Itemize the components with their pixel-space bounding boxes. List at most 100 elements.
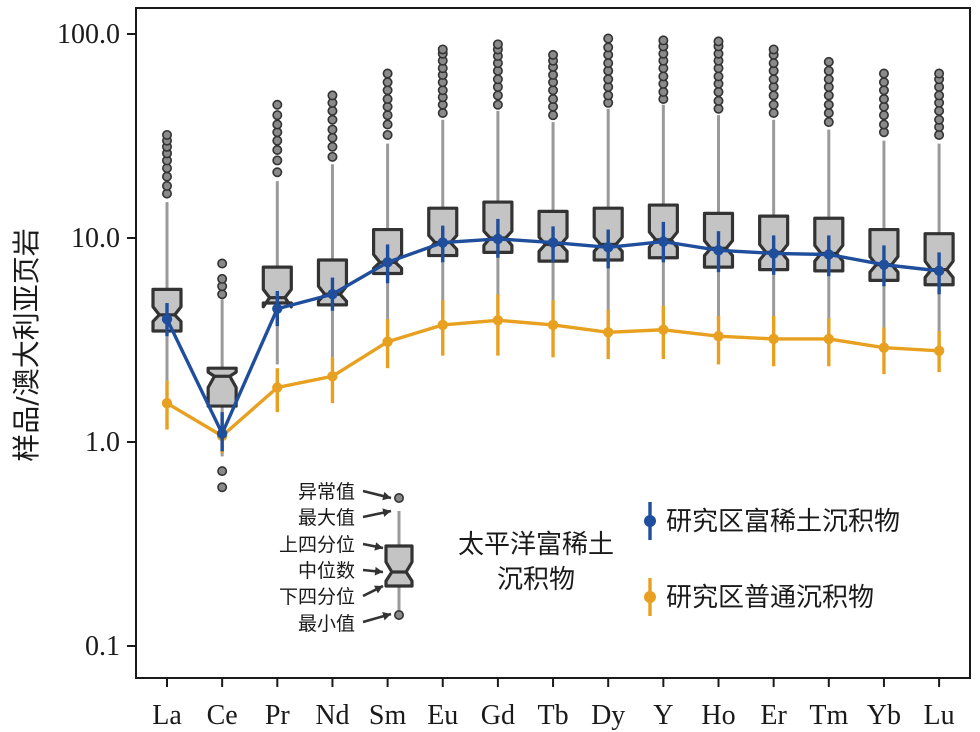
series-normal <box>161 294 945 454</box>
y-tick-label: 1.0 <box>85 427 120 458</box>
outlier-point <box>878 77 889 88</box>
inset-label: 最大值 <box>298 507 355 529</box>
series-point <box>437 237 448 248</box>
outlier-point <box>658 71 669 82</box>
series-point <box>327 289 338 300</box>
x-tick-label: Gd <box>481 700 515 731</box>
outlier-point <box>327 132 338 143</box>
arrow-head <box>382 612 391 621</box>
outlier-point <box>327 151 338 162</box>
outlier-point <box>603 90 614 101</box>
outlier-point <box>878 85 889 96</box>
inset-label: 下四分位 <box>279 586 355 608</box>
outlier-point <box>934 114 945 125</box>
inset-box <box>384 544 414 588</box>
outlier-point <box>272 145 283 156</box>
outlier-point <box>548 94 559 105</box>
outlier-point <box>272 155 283 166</box>
outlier-point <box>603 58 614 69</box>
outlier-point <box>327 90 338 101</box>
outlier-point <box>217 466 228 477</box>
outlier-point <box>382 85 393 96</box>
series-point <box>216 428 228 439</box>
y-tick-label: 0.1 <box>85 631 120 662</box>
inset-outlier <box>393 609 404 620</box>
box-Eu <box>427 44 459 317</box>
box-Ce <box>206 258 238 493</box>
x-tick-label: Tb <box>537 700 568 731</box>
outlier-point <box>217 258 228 269</box>
box-Tb <box>537 49 569 322</box>
outlier-point <box>437 107 448 118</box>
x-tick-label: Ce <box>207 700 238 731</box>
box-Dy <box>592 33 624 322</box>
outlier-point <box>548 110 559 121</box>
y-axis-label: 样品/澳大利亚页岩 <box>10 228 43 461</box>
legend-marker <box>644 591 656 603</box>
inset-label: 上四分位 <box>279 534 355 556</box>
box-Ho <box>702 36 735 329</box>
outlier-point <box>713 71 724 82</box>
outlier-point <box>492 90 503 101</box>
series-point <box>272 382 283 393</box>
outlier-point <box>768 58 779 69</box>
inset-label: 异常值 <box>298 481 355 503</box>
series-point <box>382 257 393 268</box>
outlier-point <box>878 94 889 105</box>
y-tick-label: 10.0 <box>71 223 120 254</box>
outlier-point <box>382 94 393 105</box>
outlier-point <box>548 69 559 80</box>
arrow-head <box>382 508 391 517</box>
outlier-point <box>878 119 889 130</box>
series-point <box>768 333 779 345</box>
series-point <box>161 397 173 409</box>
series-point <box>823 249 834 260</box>
box-Yb <box>868 68 900 345</box>
series-point <box>382 336 393 347</box>
x-tick-label: Pr <box>265 700 291 731</box>
legend-item-rich: 研究区富稀土沉积物 <box>644 502 900 540</box>
inset-outlier <box>393 492 404 503</box>
outlier-point <box>713 36 724 47</box>
x-tick-label: Er <box>760 700 787 731</box>
x-tick-label: La <box>152 700 182 731</box>
outlier-point <box>162 129 173 140</box>
series-point <box>713 331 724 342</box>
outlier-point <box>823 65 834 76</box>
outlier-point <box>878 110 889 121</box>
outlier-point <box>603 33 614 44</box>
outlier-point <box>382 77 393 88</box>
inset-label: 最小值 <box>298 613 355 635</box>
box-Sm <box>372 68 404 332</box>
outlier-point <box>823 99 834 110</box>
outlier-point <box>327 114 338 125</box>
series-point <box>878 259 890 270</box>
outlier-point <box>658 35 669 46</box>
arrow-head <box>382 491 391 501</box>
series-point <box>272 303 283 314</box>
outlier-point <box>272 135 283 146</box>
x-tick-label: Nd <box>315 700 349 731</box>
x-tick-label: Ho <box>701 700 735 731</box>
box-Y <box>647 35 679 320</box>
outlier-point <box>217 289 228 300</box>
plot-area <box>151 33 955 493</box>
series-point <box>768 248 779 259</box>
outlier-point <box>162 171 173 182</box>
arrow-head <box>374 566 383 576</box>
outlier-point <box>768 44 779 55</box>
outlier-point <box>162 180 173 191</box>
outlier-point <box>272 167 283 178</box>
outlier-point <box>823 90 834 101</box>
outlier-point <box>713 86 724 97</box>
box-Nd <box>316 90 349 358</box>
outlier-point <box>934 90 945 101</box>
box-Tm <box>813 56 845 334</box>
series-point <box>933 265 945 277</box>
outlier-point <box>603 74 614 85</box>
outlier-point <box>382 119 393 130</box>
series-point <box>658 236 669 247</box>
y-tick-label: 100.0 <box>57 19 120 50</box>
